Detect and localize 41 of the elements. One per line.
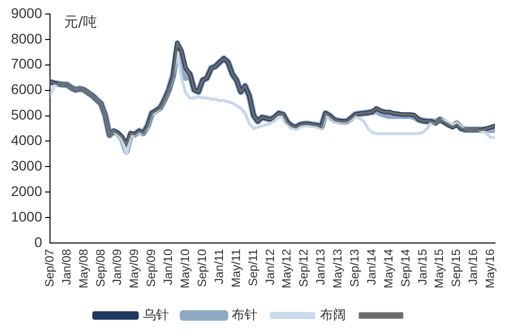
y-tick-label: 0 [34,234,42,250]
x-tick-label: Sep/14 [398,248,412,288]
x-tick-label: May/10 [178,248,192,288]
x-tick-label: Sep/10 [194,248,209,288]
x-tick-label: Jan/10 [161,248,176,286]
x-tick-label: Jan/11 [212,248,226,284]
x-tick-label: Jan/09 [110,248,124,286]
x-tick-label: May/16 [483,248,498,288]
x-tick-label: Jan/16 [466,248,480,286]
legend-label: 乌针 [143,308,169,323]
y-tick-label: 6000 [10,81,42,98]
x-tick-label: May/08 [76,248,90,288]
x-tick-label: Jan/08 [59,248,74,286]
x-tick-label: Jan/15 [415,248,430,286]
x-tick-label: Jan/14 [364,248,378,286]
y-tick-label: 9000 [10,4,42,21]
y-tick-label: 4000 [10,132,42,148]
x-tick-label: May/13 [330,248,345,288]
legend-label: 布阔 [320,308,346,323]
x-tick-label: Sep/15 [449,248,464,288]
y-tick-label: 1000 [10,208,42,224]
x-tick-label: Sep/12 [296,248,311,288]
y-tick-label: 5000 [10,106,42,123]
x-tick-label: May/11 [228,248,243,288]
x-tick-label: Sep/11 [246,248,260,286]
x-tick-label: May/15 [432,248,446,288]
x-tick-label: Sep/07 [42,248,56,288]
x-tick-label: Sep/08 [93,248,108,288]
x-tick-label: May/12 [280,248,294,288]
y-tick-label: 3000 [10,158,42,174]
x-tick-label: Sep/13 [348,248,362,288]
x-tick-label: Jan/12 [262,248,277,286]
legend-label: 布针 [232,308,258,323]
y-axis-title: 元/吨 [64,14,97,31]
y-tick-label: 7000 [10,56,42,72]
y-tick-label: 2000 [10,182,42,199]
x-tick-label: May/14 [381,248,396,288]
x-tick-label: Sep/09 [144,248,158,288]
y-tick-label: 8000 [10,30,42,46]
x-tick-label: Jan/13 [314,248,328,286]
x-tick-label: May/09 [127,248,142,288]
